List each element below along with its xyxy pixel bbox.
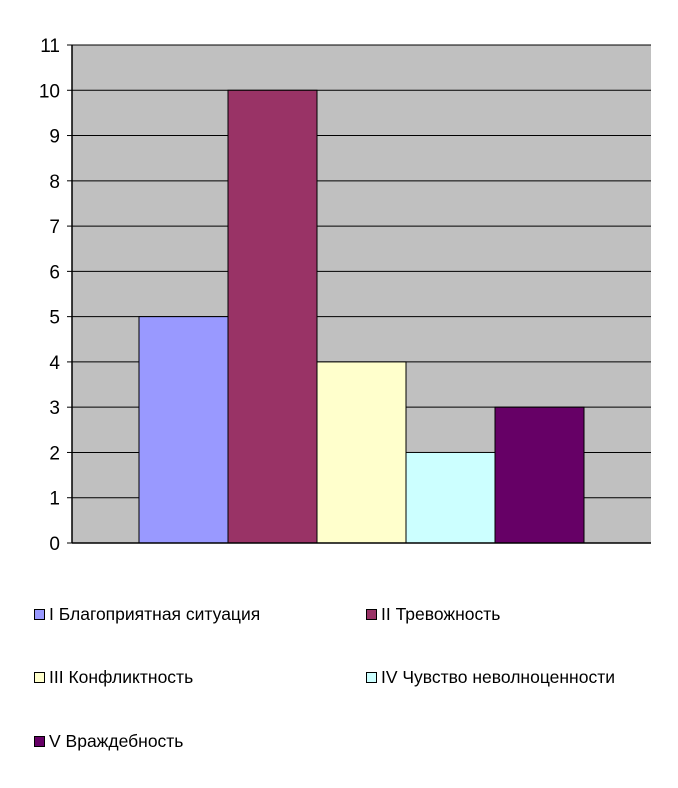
y-tick-label-1: 1: [49, 489, 60, 510]
bar-1: [138, 316, 229, 544]
y-tick-label-2: 2: [49, 443, 60, 464]
y-tick-label-7: 7: [49, 217, 60, 238]
y-tick-label-3: 3: [49, 398, 60, 419]
bar-4: [405, 451, 496, 544]
y-tick-label-6: 6: [49, 262, 60, 283]
bars: [138, 89, 585, 544]
y-tick-label-10: 10: [39, 81, 60, 102]
y-tick-label-5: 5: [49, 308, 60, 329]
bar-5: [494, 406, 585, 544]
y-tick-label-8: 8: [49, 172, 60, 193]
y-tick-label-9: 9: [49, 127, 60, 148]
bar-2: [227, 89, 318, 544]
y-tick-label-11: 11: [40, 36, 60, 57]
bar-3: [316, 361, 407, 544]
y-tick-label-0: 0: [49, 534, 60, 555]
y-tick-label-4: 4: [49, 353, 60, 374]
y-axis: 0 1 2 3 4 5 6 7 8 9 10 11: [39, 36, 651, 555]
